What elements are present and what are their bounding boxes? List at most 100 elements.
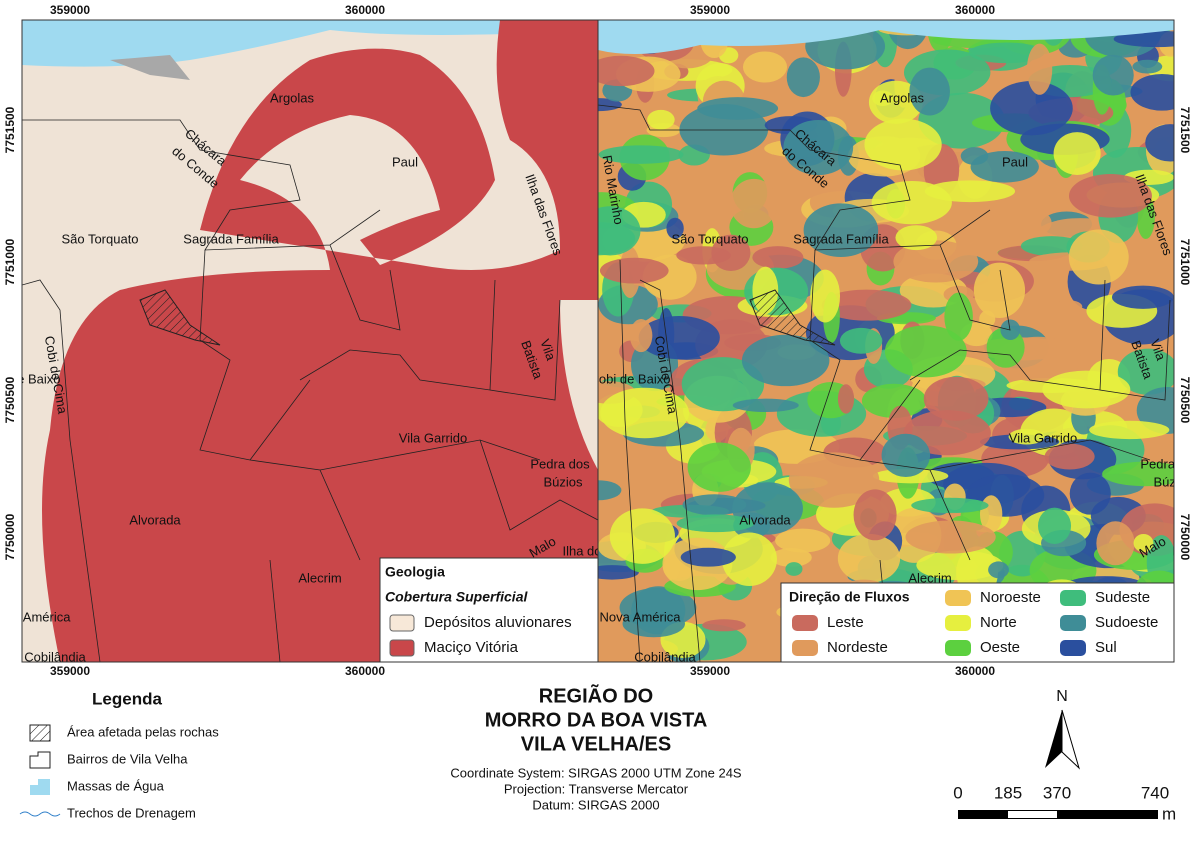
flow-patch (711, 234, 751, 272)
flow-patch (1132, 59, 1163, 74)
geology-legend-box (379, 557, 599, 663)
flow-patch (682, 494, 747, 516)
flow-patch (638, 315, 720, 360)
legend-label: Área afetada pelas rochas (67, 724, 219, 739)
massif (42, 20, 598, 662)
flow-patch (970, 150, 1039, 183)
flow-patch (960, 147, 989, 165)
flow-patch (893, 240, 979, 283)
flow-patch (599, 257, 669, 284)
scale-bar (958, 810, 1158, 819)
map-title: VILA VELHA/ES (521, 733, 671, 755)
icon-boundary (29, 751, 51, 769)
flow-patch (788, 452, 880, 508)
north-arrow (1061, 709, 1080, 770)
front: 359000 359000 360000 360000 359000 359000 3600… (3, 3, 1192, 823)
place-name: Pedra dos (1140, 456, 1193, 471)
flow-patch (1133, 533, 1154, 553)
flow-patch (895, 225, 938, 251)
place-name: Alecrim (908, 570, 951, 585)
legend-title: Direção de Fluxos (789, 589, 910, 605)
flow-patch (1113, 30, 1174, 48)
flow-patch (721, 532, 777, 587)
place-name: Alecrim (298, 570, 341, 585)
flow-patch (741, 334, 830, 387)
legend-swatch (945, 640, 971, 656)
easting-label: 359000 (50, 664, 90, 678)
scale-bar (1008, 811, 1057, 818)
right-map (598, 20, 1174, 662)
flow-patch (598, 145, 684, 164)
flow-patch (1038, 507, 1072, 544)
place-name: Cobilândia (24, 649, 86, 664)
flow-patch (702, 619, 746, 632)
flow-patch (1130, 73, 1174, 111)
flow-patch (944, 292, 973, 341)
flow-patch (1053, 132, 1101, 175)
scale-label: 740 (1141, 783, 1169, 802)
legend-label: Leste (827, 614, 864, 631)
flow-patch (680, 547, 736, 567)
legend-swatch (1060, 615, 1086, 631)
easting-label: 360000 (345, 664, 385, 678)
place-name: Cobi de Baixo (590, 371, 671, 386)
easting-label: 359000 (690, 3, 730, 17)
legend-label: Nordeste (827, 639, 888, 656)
water (598, 20, 1174, 54)
scale-unit: m (1162, 804, 1176, 823)
flow-patch (1008, 428, 1045, 445)
flow-patch (1102, 461, 1174, 487)
flow-patch (881, 433, 931, 477)
icon-drainage (19, 811, 61, 817)
easting-label: 360000 (345, 3, 385, 17)
north-arrow (1045, 710, 1062, 768)
map-title: REGIÃO DO (539, 684, 653, 707)
northing-label: 7751000 (1178, 239, 1192, 286)
place-name: Cobilândia (634, 649, 696, 664)
flow-patch (1089, 420, 1170, 440)
place-name: Búzios (1153, 474, 1193, 489)
flow-patch (1096, 521, 1135, 566)
place-name: Nova América (0, 609, 71, 624)
flow-patch (923, 376, 989, 421)
map-metadata: Projection: Transverse Mercator (504, 781, 689, 796)
scale-label: 370 (1043, 783, 1071, 802)
legend-label: Maciço Vitória (424, 639, 519, 656)
easting-label: 359000 (50, 3, 90, 17)
scale-label: 185 (994, 783, 1022, 802)
flow-patch (600, 387, 690, 439)
flow-patch (871, 180, 952, 225)
legend-subtitle: Cobertura Superficial (385, 589, 528, 605)
flow-patch (598, 480, 622, 501)
place-name: Argolas (880, 90, 925, 105)
scale-label: 0 (953, 783, 962, 802)
flow-patch (598, 565, 639, 580)
flow-patch (629, 319, 653, 353)
icon-hatch (29, 724, 51, 742)
legend-label: Noroeste (980, 589, 1041, 606)
flow-patch (1054, 300, 1083, 314)
place-name: Paul (392, 154, 418, 169)
affected-area (139, 289, 221, 346)
place-name: São Torquato (61, 231, 138, 246)
flow-patch (821, 289, 912, 321)
flow-patch (785, 562, 803, 576)
legend-title: Geologia (385, 564, 445, 580)
flow-patch (697, 97, 779, 120)
flow-patch (911, 497, 989, 514)
rock (110, 55, 190, 80)
flow-patch (810, 269, 841, 323)
flow-patch (770, 548, 812, 567)
place-name: Sagrada Família (793, 231, 889, 246)
place-name: Rio Marinho (0, 154, 17, 226)
legend-label: Oeste (980, 639, 1020, 656)
flow-patch (990, 81, 1073, 136)
place-name: Cobi de Baixo (0, 371, 60, 386)
flow-patch (909, 67, 950, 116)
place-name: Vila Garrido (399, 430, 467, 445)
flow-patch (666, 217, 684, 239)
place-name: Vila (537, 337, 559, 363)
place-name: Ilha do (1172, 543, 1193, 558)
legend-label: Sudoeste (1095, 614, 1158, 631)
